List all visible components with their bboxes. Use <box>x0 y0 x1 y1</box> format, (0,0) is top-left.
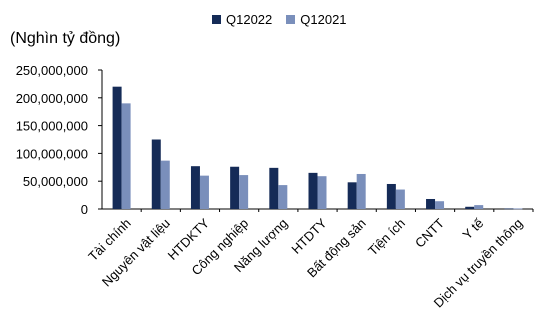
bar-q12021-7 <box>395 189 405 209</box>
y-tick-label: 250,000,000 <box>16 63 88 78</box>
y-tick-label: 150,000,000 <box>16 119 88 134</box>
bar-q12021-5 <box>317 176 327 209</box>
legend-item-q12021: Q12021 <box>286 12 347 27</box>
x-tick-label: CNTT <box>412 215 447 250</box>
legend-item-q12022: Q12022 <box>212 12 272 27</box>
y-tick-label: 0 <box>81 202 88 217</box>
y-tick-label: 200,000,000 <box>16 91 88 106</box>
legend-swatch-q12021 <box>286 15 296 24</box>
bar-q12021-4 <box>278 185 288 209</box>
bar-q12022-10 <box>504 208 514 210</box>
bar-q12022-7 <box>386 183 396 209</box>
bar-q12021-3 <box>239 175 249 209</box>
x-tick-label: Nguyên vật liệu <box>99 216 173 290</box>
legend-label-q12021: Q12021 <box>300 12 347 27</box>
bar-q12022-2 <box>190 166 200 209</box>
y-tick-label: 100,000,000 <box>16 146 88 161</box>
bar-q12022-9 <box>465 206 475 209</box>
bar-q12021-10 <box>513 208 523 210</box>
x-tick-label: Y tế <box>460 215 487 242</box>
bar-q12021-8 <box>435 201 445 209</box>
bar-q12022-8 <box>426 198 436 209</box>
bar-q12021-1 <box>160 160 170 209</box>
bar-q12022-4 <box>269 167 279 209</box>
bar-q12021-6 <box>356 173 366 209</box>
bar-q12022-3 <box>230 166 240 209</box>
bar-q12022-0 <box>112 86 122 209</box>
bar-q12022-6 <box>347 182 357 209</box>
unit-label: (Nghìn tỷ đồng) <box>10 30 121 47</box>
bar-q12021-0 <box>121 103 131 209</box>
legend-label-q12022: Q12022 <box>226 12 273 27</box>
y-tick-label: 50,000,000 <box>23 174 88 189</box>
legend: Q12022 Q12021 <box>212 12 361 27</box>
x-tick-label: Tiện ích <box>365 216 408 259</box>
bar-q12022-1 <box>151 139 161 209</box>
bar-q12021-9 <box>474 205 484 209</box>
bar-q12022-5 <box>308 172 318 209</box>
bar-q12021-2 <box>199 175 209 209</box>
legend-swatch-q12022 <box>212 15 221 24</box>
